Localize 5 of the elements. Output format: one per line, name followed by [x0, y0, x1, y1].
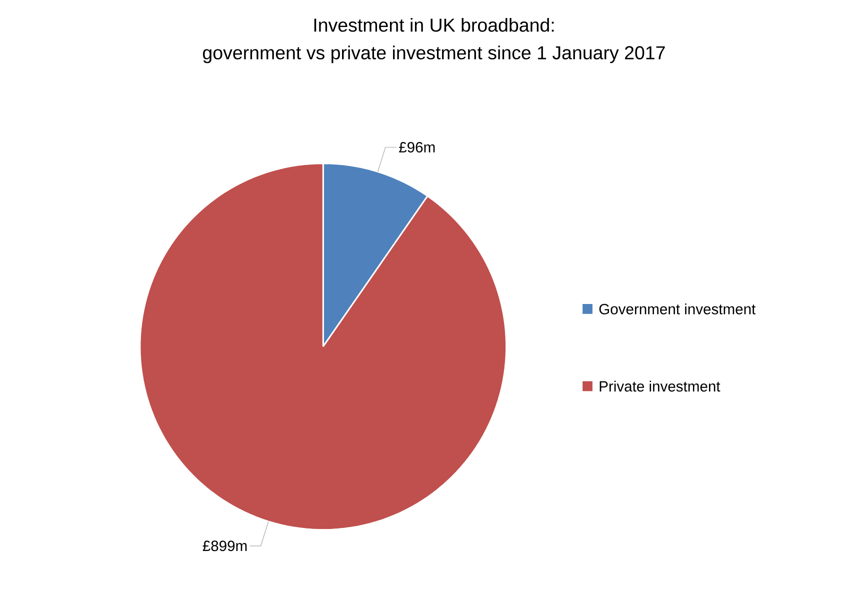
data-label: £899m: [202, 540, 247, 552]
legend-label: Private investment: [600, 380, 720, 392]
chart-title: Investment in UK broadband: government vs private investment since 1 January 2017: [202, 18, 665, 64]
data-label: £96m: [399, 142, 435, 152]
legend-label: Government investment: [599, 304, 756, 314]
